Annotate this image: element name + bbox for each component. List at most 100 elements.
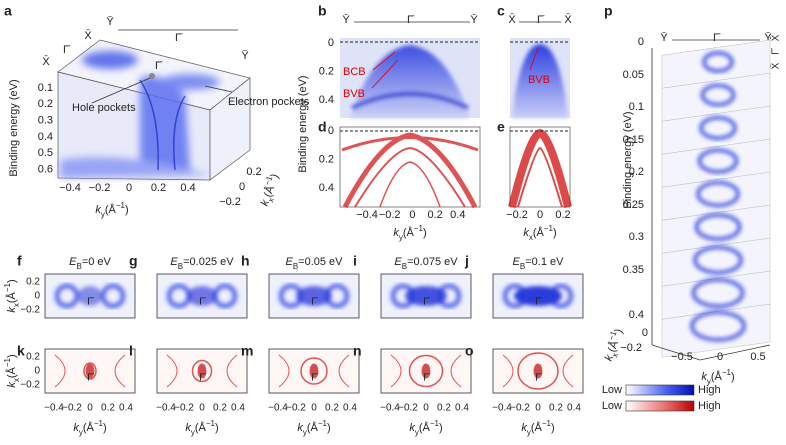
- k-axis-label: kx(Å−1): [3, 279, 21, 312]
- slices: [661, 39, 771, 358]
- colorbar-label: High: [698, 384, 721, 396]
- label-part: −1: [3, 282, 12, 292]
- y-tick-label: 0.1: [38, 82, 53, 94]
- label-part: k: [297, 422, 303, 434]
- x-tick-label: −0.4: [156, 403, 176, 414]
- label-part: y: [303, 428, 307, 437]
- map-feature: [502, 283, 528, 309]
- k-axis-label: ky(Å−1): [185, 419, 218, 437]
- label-part: ): [6, 279, 18, 283]
- label-part: (Å: [261, 183, 277, 198]
- k-axis-label: ky(Å−1): [95, 201, 128, 219]
- x-tick-label: 0.2: [325, 403, 339, 414]
- colorbar-label: Low: [602, 384, 622, 396]
- slice: [661, 303, 771, 358]
- panel-letter: a: [4, 3, 12, 19]
- calc-feature: [278, 354, 350, 388]
- label-part: y: [527, 428, 531, 437]
- label-part: (Å: [531, 421, 543, 434]
- label-part: (Å: [83, 421, 95, 434]
- axis-point: X̄: [564, 13, 572, 26]
- depth-tick-label: 0: [239, 181, 245, 193]
- x-tick-label: 0.4: [450, 209, 465, 221]
- x-tick-label: −0.4: [44, 403, 64, 414]
- label-part: −1: [430, 419, 440, 428]
- calc-lines: [54, 354, 126, 388]
- label-part: k: [185, 422, 191, 434]
- slice-blur: [690, 310, 746, 342]
- annotation: BVB: [528, 74, 550, 86]
- calc-feature: [54, 354, 126, 388]
- label-part: (Å: [307, 421, 319, 434]
- label-part: E: [170, 256, 178, 268]
- label-part: −1: [3, 357, 12, 367]
- map-feature: [54, 283, 80, 309]
- slice-blur: [696, 180, 740, 208]
- label-part: (Å: [195, 421, 207, 434]
- label-part: −1: [542, 419, 552, 428]
- y-axis-label: Binding energy (eV): [297, 75, 309, 172]
- x-tick-label: 0.2: [427, 209, 442, 221]
- y-tick-label: 0.2: [38, 98, 53, 110]
- map-frame: [268, 348, 360, 394]
- axis-point: X̄: [84, 29, 92, 42]
- label-part: ): [125, 204, 129, 216]
- map-feature: [324, 283, 350, 309]
- label-part: y: [707, 377, 711, 386]
- y-tick-label: 0.2: [26, 352, 40, 363]
- calc-feature: [309, 363, 319, 379]
- y-tick-label: 0.6: [38, 163, 53, 175]
- label-part: k: [393, 227, 399, 239]
- axis-point: Γ̄: [537, 14, 545, 26]
- calc-feature: [83, 362, 97, 380]
- kx-tick-label: −0.2: [620, 342, 642, 354]
- x-tick-label: 0: [537, 209, 543, 221]
- axis-point: Γ̄: [175, 32, 183, 44]
- panel-letter: i: [353, 253, 357, 269]
- label-part: ): [613, 327, 626, 335]
- axis-point: Γ̄: [771, 47, 782, 55]
- label-part: k: [521, 422, 527, 434]
- label-part: (Å: [419, 421, 431, 434]
- label-part: x: [266, 197, 276, 204]
- map-feature: [212, 283, 238, 309]
- label-part: k: [95, 204, 101, 216]
- x-tick-label: 0: [199, 403, 205, 414]
- map-blur: [54, 283, 126, 309]
- maps: [44, 273, 584, 394]
- calc-feature: [300, 357, 328, 385]
- y-tick-label: 0.4: [629, 309, 644, 321]
- x-tick-label: 0.4: [231, 403, 245, 414]
- label-part: B: [76, 262, 81, 271]
- label-part: y: [101, 210, 105, 219]
- y-tick-label: 0.35: [623, 264, 644, 276]
- y-tick-label: 0.1: [629, 101, 644, 113]
- map-frame: [268, 273, 360, 319]
- gamma-point: Γ̄: [423, 373, 431, 384]
- x-tick-label: −0.2: [174, 403, 194, 414]
- label-part: k: [6, 307, 18, 313]
- slice-blur: [691, 277, 745, 309]
- calc-feature: [421, 363, 431, 379]
- x-tick-label: 0.2: [151, 182, 166, 194]
- calc-lines: [390, 354, 462, 388]
- gamma-point: Γ̄: [87, 297, 95, 308]
- y-tick-label: 0.4: [38, 131, 53, 143]
- y-tick-label: 0.2: [629, 166, 644, 178]
- gamma-point: Γ̄: [535, 373, 543, 384]
- y-tick-label: −0.2: [20, 305, 40, 316]
- x-tick-label: −0.2: [510, 403, 530, 414]
- y-tick-label: 0: [328, 125, 334, 137]
- label-part: (Å: [403, 226, 415, 239]
- calc-feature: [533, 363, 543, 379]
- calc-lines: [278, 354, 350, 388]
- map-feature: [390, 283, 416, 309]
- y-tick-label: 0.3: [629, 231, 644, 243]
- label-part: k: [523, 227, 529, 239]
- panel-letter: g: [129, 253, 138, 269]
- x-tick-label: −0.2: [286, 403, 306, 414]
- panel-letter: b: [318, 3, 327, 19]
- label-part: −1: [94, 419, 104, 428]
- map-title: EB=0.05 eV: [285, 256, 343, 271]
- x-tick-label: 0.2: [549, 403, 563, 414]
